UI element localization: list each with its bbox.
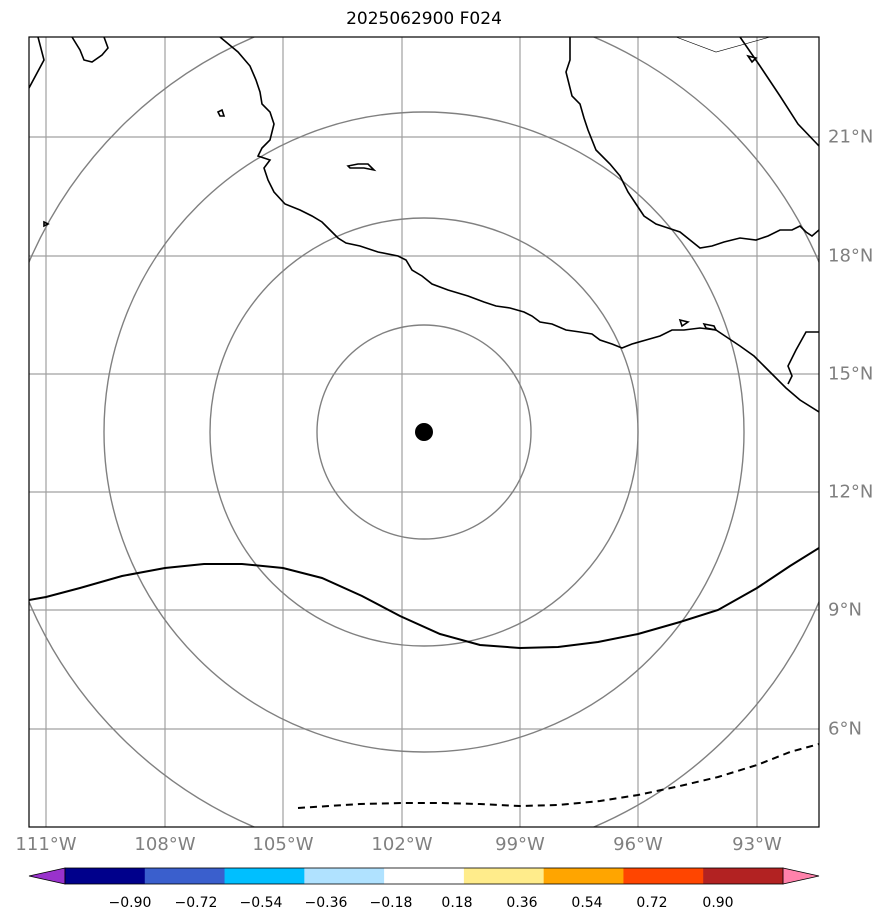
colorbar-extend-left — [28, 867, 66, 885]
range-ring-1 — [316, 324, 532, 540]
colorbar-tick-label: −0.90 — [108, 895, 152, 911]
colorbar-segment — [703, 868, 784, 884]
lat-label-18n: 18°N — [828, 245, 874, 267]
lat-label-12n: 12°N — [828, 481, 874, 503]
lon-label-111w: 111°W — [15, 834, 77, 855]
colorbar-tick-label: −0.72 — [174, 895, 218, 911]
colorbar-segment — [463, 868, 545, 884]
island-3 — [43, 220, 50, 228]
colorbar-segment — [65, 868, 146, 884]
lon-label-96w: 96°W — [613, 834, 663, 855]
lon-label-105w: 105°W — [252, 834, 314, 855]
coast-yucatan — [739, 37, 819, 147]
lon-label-108w: 108°W — [134, 834, 196, 855]
colorbar-tick-label: 0.54 — [571, 895, 603, 911]
colorbar-segment — [144, 868, 226, 884]
colorbar-segment — [304, 868, 385, 884]
colorbar-tick-label: 0.90 — [702, 895, 734, 911]
island-5 — [702, 322, 718, 332]
lon-label-102w: 102°W — [371, 834, 433, 855]
coast-guatemala — [787, 331, 819, 385]
lat-label-21n: 21°N — [828, 126, 874, 148]
map-frame — [28, 36, 820, 828]
colorbar — [28, 867, 820, 885]
coast-baja-tip — [71, 37, 109, 63]
range-ring-3 — [103, 111, 745, 753]
colorbar-tick-label: 0.36 — [506, 895, 538, 911]
colorbar-tick-label: −0.54 — [239, 895, 283, 911]
colorbar-extend-right — [782, 867, 820, 885]
storm-center-marker — [415, 423, 433, 441]
range-ring-2 — [209, 217, 639, 647]
colorbar-segment — [543, 868, 624, 884]
colorbar-tick-label: 0.18 — [441, 895, 473, 911]
contour-dashed — [297, 743, 819, 809]
border-top-right — [675, 37, 771, 53]
colorbar-tick-label: 0.72 — [636, 895, 668, 911]
lat-label-15n: 15°N — [828, 363, 874, 385]
lat-label-6n: 6°N — [828, 718, 862, 740]
graticule — [29, 37, 819, 827]
island-2 — [346, 163, 377, 172]
colorbar-segment — [224, 868, 305, 884]
island-1 — [216, 108, 226, 117]
lon-label-99w: 99°W — [495, 834, 545, 855]
lat-label-9n: 9°N — [828, 599, 862, 621]
map-title: 2025062900 F024 — [346, 9, 502, 29]
coast-west-baja — [29, 37, 45, 89]
colorbar-tick-label: −0.18 — [369, 895, 413, 911]
coastlines — [29, 37, 819, 413]
coast-gulf-mexico — [565, 37, 819, 249]
island-4 — [678, 318, 690, 328]
range-rings — [29, 37, 819, 827]
colorbar-segment — [623, 868, 704, 884]
coast-mexico-pacific — [219, 37, 819, 413]
lon-label-93w: 93°W — [732, 834, 782, 855]
island-6 — [746, 54, 758, 64]
contour-solid — [29, 547, 819, 650]
colorbar-segment — [384, 868, 465, 884]
colorbar-tick-label: −0.36 — [304, 895, 348, 911]
colorbar-frame — [64, 867, 784, 885]
